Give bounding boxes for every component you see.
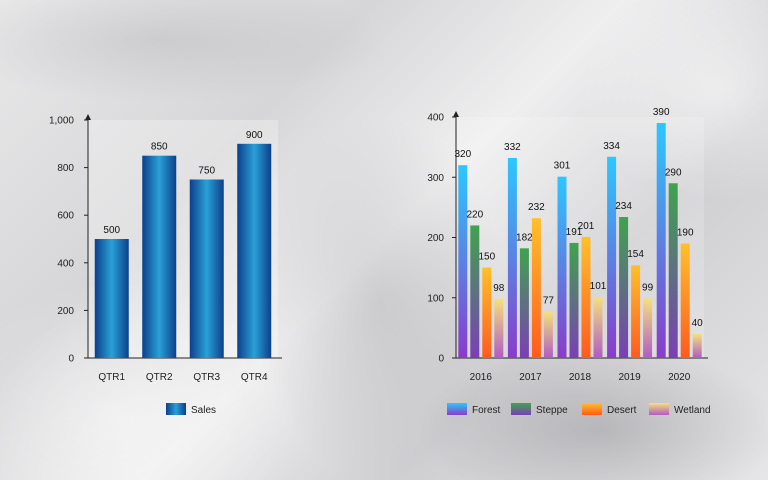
bar-desert bbox=[482, 267, 492, 358]
legend-swatch-steppe bbox=[511, 403, 531, 415]
legend-label-desert: Desert bbox=[607, 405, 637, 416]
legend-swatch-wetland bbox=[649, 403, 669, 415]
data-label: 77 bbox=[543, 296, 555, 307]
x-tick-label: QTR1 bbox=[98, 372, 125, 383]
data-label: 182 bbox=[516, 232, 533, 243]
data-label: 99 bbox=[642, 282, 654, 293]
data-label: 500 bbox=[103, 225, 120, 236]
y-tick-label: 200 bbox=[57, 306, 74, 317]
bar-sales bbox=[142, 155, 177, 358]
bar-desert bbox=[631, 265, 641, 358]
y-axis-arrow bbox=[85, 114, 91, 120]
bar-forest bbox=[557, 176, 567, 358]
bar-forest bbox=[507, 157, 517, 358]
bar-sales bbox=[237, 143, 272, 358]
bar-forest bbox=[656, 123, 666, 359]
data-label: 332 bbox=[504, 142, 521, 153]
data-label: 290 bbox=[665, 167, 682, 178]
data-label: 150 bbox=[478, 252, 495, 263]
x-tick-label: QTR3 bbox=[193, 372, 220, 383]
bar-steppe bbox=[569, 242, 579, 358]
legend-label-steppe: Steppe bbox=[536, 405, 568, 416]
x-tick-label: 2016 bbox=[470, 372, 493, 383]
legend-swatch-forest bbox=[447, 403, 467, 415]
bar-sales bbox=[189, 179, 224, 358]
data-label: 40 bbox=[692, 318, 704, 329]
x-tick-label: QTR2 bbox=[146, 372, 173, 383]
data-label: 900 bbox=[246, 130, 263, 141]
x-tick-label: 2019 bbox=[618, 372, 641, 383]
bar-forest bbox=[458, 165, 468, 358]
y-tick-label: 600 bbox=[57, 211, 74, 222]
legend-swatch-sales bbox=[166, 403, 186, 415]
data-label: 101 bbox=[590, 281, 607, 292]
habitat-chart: 0 100 200 300 400 320 220 150 98 2016 332 182 232 77 2… bbox=[427, 107, 710, 416]
data-label: 191 bbox=[566, 227, 583, 238]
bar-wetland bbox=[692, 333, 702, 358]
data-label: 98 bbox=[493, 283, 505, 294]
bar-steppe bbox=[619, 217, 629, 358]
data-label: 334 bbox=[603, 141, 620, 152]
x-tick-label: 2020 bbox=[668, 372, 691, 383]
data-label: 220 bbox=[466, 209, 483, 220]
bar-desert bbox=[680, 243, 690, 358]
bar-sales bbox=[94, 239, 129, 358]
data-label: 390 bbox=[653, 107, 670, 118]
y-tick-label: 0 bbox=[68, 354, 74, 365]
y-tick-label: 300 bbox=[427, 173, 444, 184]
bar-desert bbox=[531, 218, 541, 358]
bar-steppe bbox=[668, 183, 678, 358]
data-label: 320 bbox=[454, 149, 471, 160]
x-tick-label: 2018 bbox=[569, 372, 592, 383]
data-label: 301 bbox=[554, 161, 571, 172]
data-label: 850 bbox=[151, 142, 168, 153]
data-label: 234 bbox=[615, 201, 632, 212]
y-tick-label: 400 bbox=[427, 113, 444, 124]
bar-desert bbox=[581, 236, 591, 358]
bar-wetland bbox=[593, 297, 603, 358]
legend-label-wetland: Wetland bbox=[674, 405, 711, 416]
data-label: 154 bbox=[627, 249, 644, 260]
bar-wetland bbox=[643, 298, 653, 358]
legend-label-sales: Sales bbox=[191, 405, 216, 416]
y-axis-arrow bbox=[453, 111, 459, 117]
sales-chart: 0 200 400 600 800 1,000 500 QTR1 850 QTR2 750 QTR3 9… bbox=[49, 114, 282, 416]
data-label: 190 bbox=[677, 228, 694, 239]
y-tick-label: 400 bbox=[57, 258, 74, 269]
data-label: 232 bbox=[528, 202, 545, 213]
bar-forest bbox=[607, 156, 617, 358]
bar-wetland bbox=[543, 311, 553, 358]
y-tick-label: 0 bbox=[438, 354, 444, 365]
y-tick-label: 100 bbox=[427, 293, 444, 304]
data-label: 750 bbox=[198, 166, 215, 177]
bar-wetland bbox=[494, 298, 504, 358]
y-tick-label: 800 bbox=[57, 163, 74, 174]
bar-steppe bbox=[519, 248, 529, 358]
y-tick-label: 1,000 bbox=[49, 116, 74, 127]
x-tick-label: 2017 bbox=[519, 372, 542, 383]
bar-steppe bbox=[470, 225, 480, 358]
x-tick-label: QTR4 bbox=[241, 372, 268, 383]
y-tick-label: 200 bbox=[427, 233, 444, 244]
legend-label-forest: Forest bbox=[472, 405, 501, 416]
data-label: 201 bbox=[578, 221, 595, 232]
legend-swatch-desert bbox=[582, 403, 602, 415]
